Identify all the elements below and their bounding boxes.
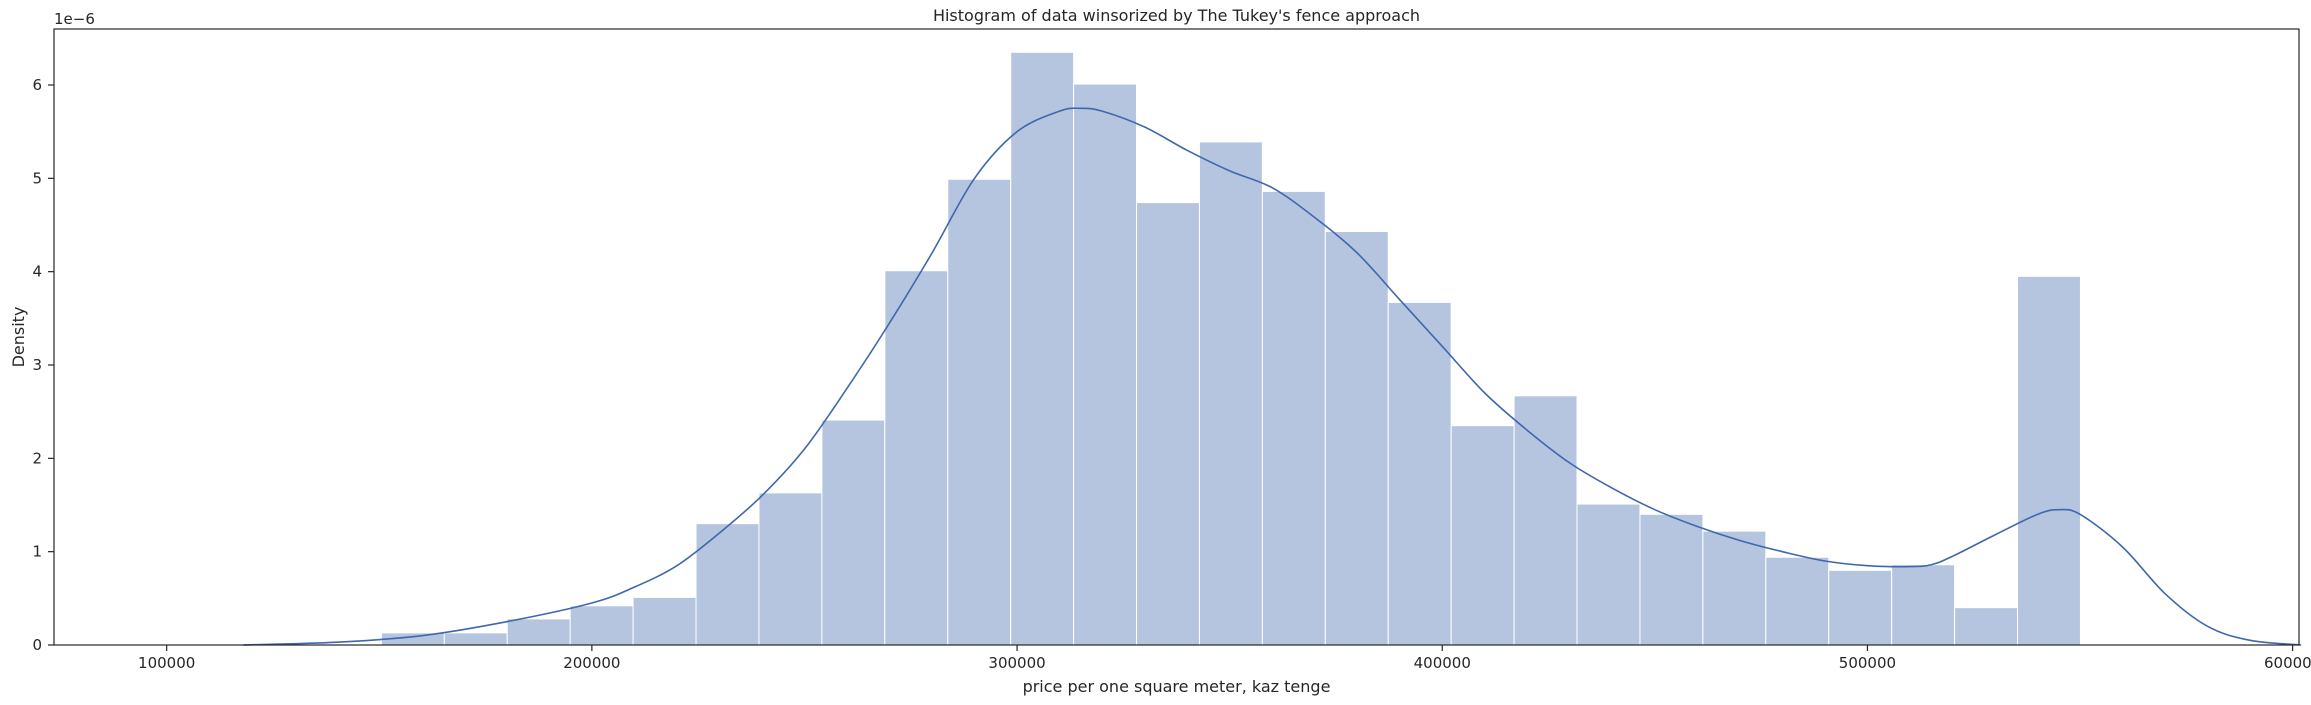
histogram-bar	[1198, 141, 1263, 646]
y-axis-offset-label: 1e−6	[54, 10, 95, 28]
histogram-bar	[758, 492, 823, 646]
chart-title: Histogram of data winsorized by The Tuke…	[933, 6, 1420, 25]
y-tick-label: 2	[32, 449, 42, 467]
x-tick-label: 200000	[563, 654, 620, 672]
histogram-bar	[821, 419, 886, 646]
x-axis-label: price per one square meter, kaz tenge	[1023, 677, 1331, 696]
histogram-bar	[1450, 425, 1515, 646]
histogram-bar	[1136, 202, 1200, 646]
histogram-bar	[1513, 395, 1578, 646]
y-axis: 0 1 2 3 4 5 6	[32, 76, 54, 654]
kde-layer	[243, 107, 2302, 646]
histogram-bar	[632, 596, 697, 646]
plot-frame	[53, 28, 2300, 646]
x-tick-label: 100000	[138, 654, 195, 672]
histogram-bar	[1010, 51, 1075, 646]
y-tick-label: 5	[32, 169, 42, 187]
histogram-bar	[1576, 503, 1641, 646]
x-tick-label: 300000	[988, 654, 1045, 672]
y-axis-label: Density	[9, 307, 28, 368]
histogram-bar	[1639, 513, 1704, 646]
histogram-bar	[1828, 569, 1893, 646]
histogram-bar	[1954, 607, 2019, 646]
y-tick-label: 1	[32, 543, 42, 561]
histogram-bar	[1073, 83, 1138, 646]
histogram-bar	[1324, 231, 1389, 646]
y-tick-label: 0	[32, 636, 42, 654]
histogram-bar	[1765, 556, 1830, 646]
histogram-bar	[443, 632, 508, 646]
histogram-bar	[1261, 190, 1326, 646]
histogram-bar	[569, 605, 634, 646]
y-tick-label: 6	[32, 76, 42, 94]
histogram-bar	[947, 178, 1012, 646]
bars-layer	[380, 51, 2081, 646]
histogram-bar	[884, 270, 949, 646]
x-tick-label: 400000	[1414, 654, 1471, 672]
histogram-bar	[1891, 564, 1956, 646]
histogram-bar	[506, 618, 571, 646]
y-tick-label: 3	[32, 356, 42, 374]
histogram-bar	[2017, 275, 2081, 646]
y-tick-label: 4	[32, 263, 42, 281]
histogram-bar	[1387, 301, 1452, 646]
x-tick-label: 500000	[1839, 654, 1896, 672]
kde-line	[243, 107, 2302, 646]
histogram-bar	[695, 523, 760, 646]
histogram-bar	[1702, 530, 1767, 646]
